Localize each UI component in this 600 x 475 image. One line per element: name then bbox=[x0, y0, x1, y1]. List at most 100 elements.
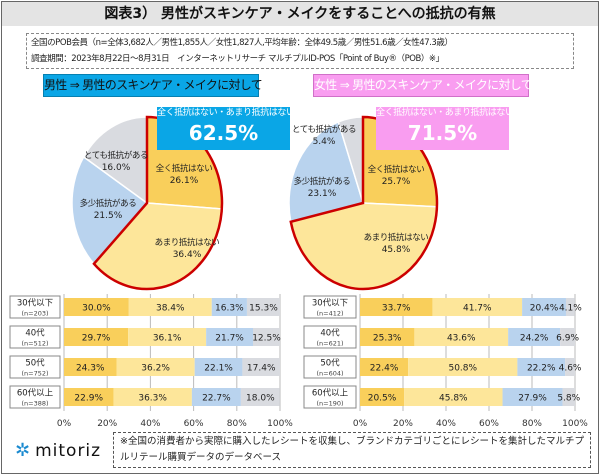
male-section-label: 男性 ⇒ 男性のスキンケア・メイクに対して bbox=[43, 74, 263, 97]
category-n: (n=190) bbox=[316, 400, 343, 408]
bar-segment bbox=[64, 358, 117, 376]
x-tick-label: 60% bbox=[479, 419, 499, 429]
bar-segment bbox=[517, 358, 566, 376]
footer-note: ※全国の消費者から実際に購入したレシートを収集し、ブランドカテゴリごとにレシート… bbox=[113, 432, 591, 468]
bar-value-label: 43.6% bbox=[447, 334, 476, 344]
bar-segment bbox=[64, 298, 129, 316]
x-tick-label: 80% bbox=[522, 419, 542, 429]
female-callout-label: 全く抵抗はない・あまり抵抗はない bbox=[376, 108, 514, 118]
bar-value-label: 36.1% bbox=[153, 334, 182, 344]
x-tick-label: 100% bbox=[267, 419, 293, 429]
bar-segment bbox=[64, 328, 129, 346]
pie-slice bbox=[71, 155, 149, 265]
bar-value-label: 50.8% bbox=[448, 364, 477, 374]
bar-value-label: 41.7% bbox=[463, 304, 492, 314]
bar-value-label: 30.0% bbox=[82, 304, 111, 314]
pie-slice-value: 26.1% bbox=[170, 176, 199, 186]
bar-value-label: 6.9% bbox=[556, 334, 579, 344]
bar-segment bbox=[565, 358, 575, 376]
x-tick-label: 40% bbox=[436, 419, 456, 429]
bar-value-label: 16.3% bbox=[215, 304, 244, 314]
pie-slice-label: 全く抵抗はない bbox=[368, 164, 425, 175]
x-tick-label: 0% bbox=[57, 419, 72, 429]
bar-value-label: 4.1% bbox=[559, 304, 582, 314]
category-box bbox=[303, 325, 357, 349]
bar-segment bbox=[113, 388, 192, 406]
bar-value-label: 12.5% bbox=[252, 334, 281, 344]
category-box bbox=[303, 355, 357, 379]
survey-info-line1: 全国のPOB会員（n=全体3,682人／男性1,855人／女性1,827人,平均… bbox=[31, 38, 453, 48]
bar-value-label: 5.8% bbox=[557, 394, 580, 404]
bar-value-label: 45.8% bbox=[439, 394, 468, 404]
category-label: 50代 bbox=[320, 358, 340, 369]
bar-value-label: 21.7% bbox=[215, 334, 244, 344]
x-tick-label: 40% bbox=[140, 419, 160, 429]
category-box bbox=[9, 325, 61, 349]
bar-segment bbox=[432, 298, 523, 316]
bar-segment bbox=[565, 298, 575, 316]
bar-value-label: 24.2% bbox=[520, 334, 549, 344]
category-box bbox=[9, 355, 61, 379]
bar-segment bbox=[206, 328, 253, 346]
bar-value-label: 18.0% bbox=[246, 394, 275, 404]
x-tick-label: 20% bbox=[97, 419, 117, 429]
bar-value-label: 38.4% bbox=[156, 304, 185, 314]
category-n: (n=752) bbox=[21, 370, 48, 378]
bar-segment bbox=[128, 298, 212, 316]
category-n: (n=604) bbox=[316, 370, 343, 378]
bar-value-label: 20.4% bbox=[530, 304, 559, 314]
bar-segment bbox=[502, 388, 563, 406]
category-label: 40代 bbox=[320, 328, 340, 339]
category-label: 30代以下 bbox=[312, 298, 349, 309]
bar-value-label: 15.3% bbox=[249, 304, 278, 314]
category-n: (n=203) bbox=[21, 310, 48, 318]
logo-icon: ✲ bbox=[15, 440, 32, 461]
bar-value-label: 22.9% bbox=[74, 394, 103, 404]
female-section-label: 女性 ⇒ 男性のスキンケア・メイクに対して bbox=[313, 74, 533, 97]
category-n: (n=621) bbox=[316, 340, 343, 348]
bar-segment bbox=[116, 358, 195, 376]
female-callout-value: 71.5% bbox=[407, 121, 478, 145]
bar-segment bbox=[64, 388, 114, 406]
category-label: 40代 bbox=[25, 328, 45, 339]
pie-slice bbox=[82, 116, 148, 205]
pie-slice-value: 25.7% bbox=[382, 177, 411, 187]
mitoriz-logo: ✲ mitoriz bbox=[15, 440, 105, 461]
bar-value-label: 24.3% bbox=[76, 364, 105, 374]
pie-slice-label: とても抵抗がある bbox=[292, 124, 356, 135]
pie-slice-value: 5.4% bbox=[313, 137, 336, 147]
survey-info-line2: 調査期間：2023年8月22日～8月31日 インターネットリサーチ マルチプルI… bbox=[31, 54, 444, 64]
bar-value-label: 22.4% bbox=[370, 364, 399, 374]
pie-slice-value: 23.1% bbox=[308, 189, 337, 199]
bar-segment bbox=[404, 388, 503, 406]
bar-segment bbox=[360, 328, 415, 346]
category-label: 50代 bbox=[25, 358, 45, 369]
bar-segment bbox=[242, 358, 280, 376]
category-n: (n=512) bbox=[21, 340, 48, 348]
figure-title: 図表3） 男性がスキンケア・メイクをすることへの抵抗の有無 bbox=[2, 2, 598, 26]
category-box bbox=[9, 385, 61, 409]
pie-slice bbox=[288, 120, 364, 223]
pie-slice-label: 多少抵抗がある bbox=[80, 198, 137, 209]
pie-slice-value: 45.8% bbox=[382, 245, 411, 255]
bar-value-label: 33.7% bbox=[382, 304, 411, 314]
pie-slice-label: あまり抵抗はない bbox=[155, 237, 220, 248]
bar-segment bbox=[360, 388, 405, 406]
bar-segment bbox=[408, 358, 518, 376]
category-box bbox=[303, 295, 357, 319]
bar-segment bbox=[360, 298, 433, 316]
category-label: 60代以上 bbox=[312, 388, 349, 399]
bar-segment bbox=[191, 388, 241, 406]
category-box bbox=[303, 385, 357, 409]
male-callout: 全く抵抗はない・あまり抵抗はない 62.5% bbox=[157, 107, 295, 150]
bar-value-label: 25.3% bbox=[373, 334, 402, 344]
bar-value-label: 17.4% bbox=[247, 364, 276, 374]
bar-value-label: 20.5% bbox=[368, 394, 397, 404]
pie-slice-value: 16.0% bbox=[102, 163, 131, 173]
bar-segment bbox=[522, 298, 566, 316]
bar-value-label: 27.9% bbox=[518, 394, 547, 404]
male-callout-label: 全く抵抗はない・あまり抵抗はない bbox=[157, 108, 295, 118]
survey-info: 全国のPOB会員（n=全体3,682人／男性1,855人／女性1,827人,平均… bbox=[26, 33, 574, 69]
bar-segment bbox=[508, 328, 561, 346]
